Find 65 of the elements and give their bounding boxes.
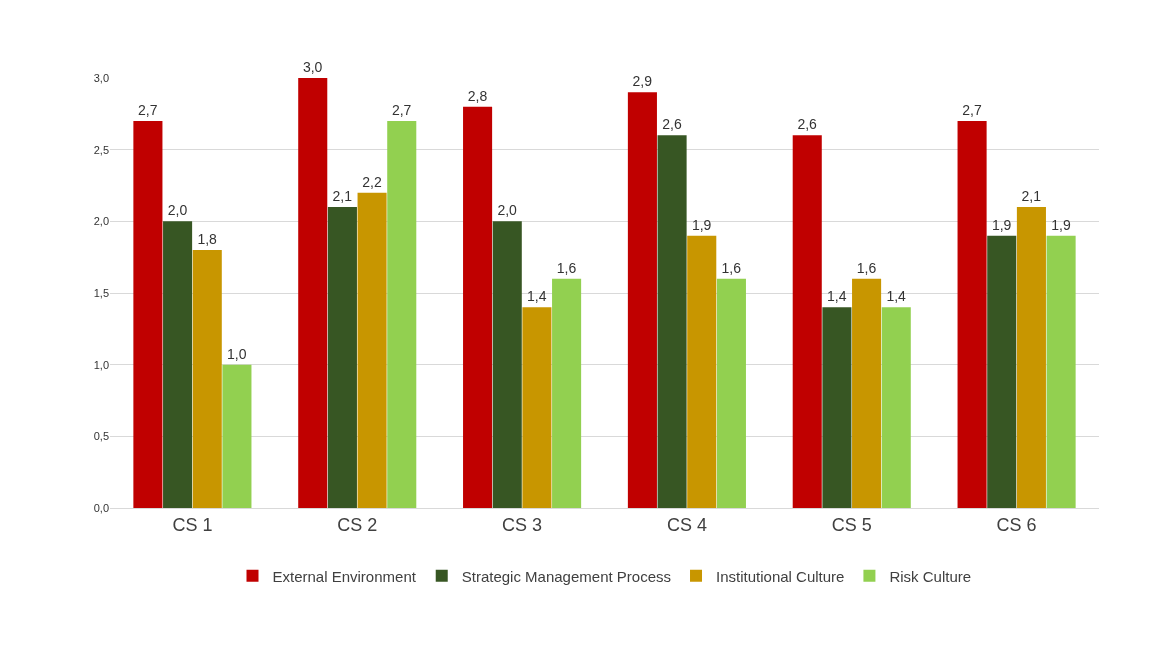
data-label: 2,6: [662, 116, 682, 133]
data-label: 3,0: [302, 59, 323, 75]
data-label: 2,2: [362, 173, 382, 190]
data-label: 1,6: [721, 259, 742, 276]
bar: [387, 121, 417, 508]
bar: [687, 235, 717, 508]
x-tick-label: CS 4: [666, 514, 707, 535]
data-label: 2,8: [467, 87, 488, 104]
data-label: 1,4: [886, 288, 907, 305]
bar: [163, 221, 193, 508]
data-label: 1,9: [991, 216, 1012, 233]
data-label: 2,7: [391, 102, 412, 118]
bar: [881, 307, 911, 508]
legend-label: Risk Culture: [889, 567, 972, 585]
bar: [957, 121, 987, 508]
bar: [463, 106, 493, 508]
data-label: 2,9: [632, 73, 653, 90]
bar: [492, 221, 522, 508]
legend-label: External Environment: [272, 567, 417, 585]
y-tick-label: 1,5: [93, 286, 109, 299]
bar: [327, 207, 357, 508]
data-label: 1,8: [197, 231, 218, 247]
bar: [1046, 235, 1076, 508]
y-tick-label: 2,5: [93, 143, 109, 156]
data-label: 1,6: [856, 259, 877, 276]
data-label: 2,1: [1021, 188, 1042, 204]
data-label: 2,0: [497, 202, 518, 219]
bar: [222, 364, 252, 508]
bar: [522, 307, 552, 508]
data-label: 1,4: [527, 288, 547, 305]
x-tick-label: CS 3: [502, 514, 543, 535]
x-tick-label: CS 6: [996, 514, 1037, 535]
x-tick-label: CS 2: [337, 514, 378, 535]
y-tick-label: 2,0: [93, 215, 109, 228]
bar: [987, 235, 1017, 508]
data-label: 1,9: [691, 216, 712, 233]
bar: [627, 92, 657, 508]
bar: [822, 307, 852, 508]
data-label: 1,0: [227, 345, 247, 362]
bar: [657, 135, 687, 508]
bar: [298, 78, 328, 508]
data-label: 1,6: [556, 259, 577, 276]
data-label: 1,4: [827, 288, 847, 305]
y-tick-label: 3,0: [93, 71, 109, 84]
y-tick-label: 1,0: [93, 358, 109, 371]
bar: [852, 278, 882, 508]
data-label: 2,0: [167, 202, 188, 219]
data-label: 1,9: [1051, 216, 1071, 233]
bar: [552, 278, 582, 508]
data-label: 2,1: [332, 188, 353, 204]
bar: [792, 135, 822, 508]
y-tick-label: 0,0: [93, 501, 109, 514]
bar: [716, 278, 746, 508]
data-label: 2,7: [962, 102, 982, 118]
legend-label: Strategic Management Process: [461, 567, 672, 585]
x-tick-label: CS 5: [831, 514, 872, 535]
y-tick-label: 0,5: [93, 430, 109, 443]
legend-label: Institutional Culture: [716, 567, 845, 585]
x-tick-label: CS 1: [172, 514, 213, 535]
bar: [133, 121, 163, 508]
bar: [192, 250, 222, 508]
data-label: 2,6: [797, 116, 818, 133]
bar: [357, 192, 387, 508]
data-label: 2,7: [138, 102, 158, 118]
bar: [1016, 207, 1046, 508]
